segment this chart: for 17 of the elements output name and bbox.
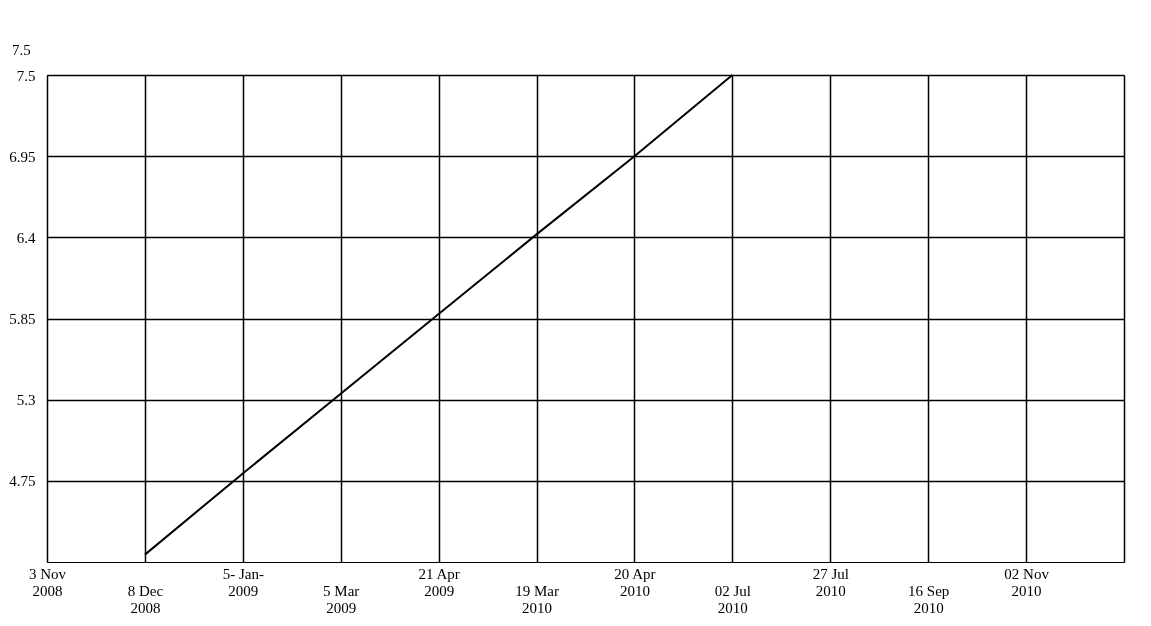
y-tick-label: 7.5	[16, 67, 36, 84]
x-tick-label: 3 Nov 2008	[28, 565, 67, 599]
x-tick-label: 5- Jan-2009	[222, 565, 264, 599]
y-tick-label: 4.75	[9, 473, 36, 490]
y-tick-label: 6.95	[9, 148, 36, 165]
x-tick-label: 16 Sep 2010	[908, 582, 950, 616]
x-tick-label: 5 Mar 2009	[323, 582, 360, 616]
y-tick-label: 5.85	[9, 311, 36, 327]
y-tick-label: 5.3	[16, 392, 36, 409]
y-tick-label: 6.4	[16, 229, 36, 246]
x-tick-label: 27 Jul 2010	[812, 565, 849, 599]
x-tick-label: 21 Apr 2009	[418, 565, 460, 599]
x-tick-label: 02 Nov 2010	[1004, 565, 1050, 599]
x-tick-label: 02 Jul 2010	[714, 582, 751, 616]
x-tick-label: 19 Mar 2010	[515, 582, 559, 616]
x-tick-label: 20 Apr 2010	[614, 565, 656, 599]
x-tick-label: 8 Dec 2008	[127, 582, 164, 616]
